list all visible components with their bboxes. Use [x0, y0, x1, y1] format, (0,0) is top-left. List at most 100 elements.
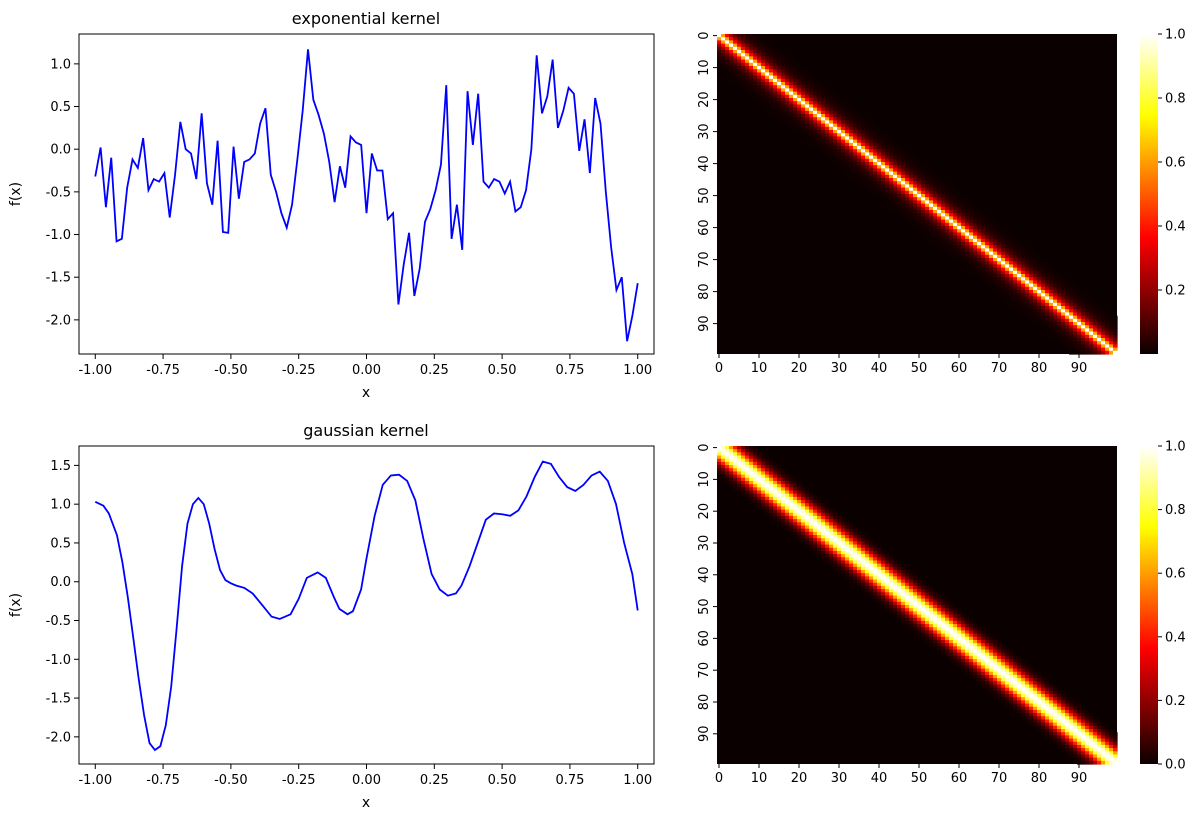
- heatmap-cell: [905, 566, 910, 571]
- heatmap-cell: [749, 484, 754, 488]
- heatmap-cell: [881, 152, 886, 157]
- heatmap-cell: [889, 563, 894, 568]
- heatmap-cell: [809, 130, 814, 134]
- heatmap-cell: [1097, 325, 1102, 329]
- heatmap-cell: [1001, 671, 1006, 676]
- heatmap-cells: [717, 446, 1118, 765]
- heatmap-cell: [845, 171, 850, 176]
- heatmap-cell: [789, 500, 794, 504]
- heatmap-cell: [801, 88, 806, 93]
- y-tick-label: 50: [697, 598, 712, 615]
- heatmap-cell: [1057, 331, 1062, 336]
- heatmap-cell: [933, 190, 938, 195]
- heatmap-cell: [1057, 318, 1062, 323]
- heatmap-cell: [889, 557, 894, 562]
- heatmap-cell: [881, 595, 886, 600]
- heatmap-cell: [781, 519, 786, 523]
- heatmap-cell: [777, 82, 782, 86]
- heatmap-cell: [957, 248, 962, 253]
- heatmap-cell: [861, 146, 866, 150]
- heatmap-cell: [857, 149, 862, 153]
- heatmap-cell: [1045, 261, 1050, 265]
- heatmap-cell: [821, 500, 826, 504]
- heatmap-cell: [1077, 309, 1082, 313]
- heatmap-cell: [797, 500, 802, 504]
- heatmap-cell: [941, 601, 946, 606]
- heatmap-cell: [769, 500, 774, 504]
- heatmap-cell: [993, 655, 998, 660]
- heatmap-cell: [809, 136, 814, 141]
- heatmap-cell: [1001, 274, 1006, 278]
- heatmap-cell: [1069, 325, 1074, 329]
- heatmap-cell: [845, 528, 850, 533]
- heatmap-cell: [869, 589, 874, 593]
- heatmap-cell: [1105, 315, 1110, 320]
- heatmap-cell: [837, 528, 842, 533]
- heatmap-cell: [1085, 716, 1090, 721]
- heatmap-cell: [805, 525, 810, 530]
- heatmap-cell: [989, 258, 994, 262]
- heatmap-cell: [973, 238, 978, 243]
- heatmap-cell: [873, 557, 878, 562]
- heatmap-cell: [845, 560, 850, 565]
- heatmap-cell: [909, 614, 914, 619]
- heatmap-cell: [1113, 325, 1118, 329]
- heatmap-cell: [797, 535, 802, 539]
- heatmap-cell: [1093, 344, 1098, 349]
- heatmap-cell: [865, 146, 870, 150]
- heatmap-cell: [997, 293, 1002, 297]
- heatmap-cell: [1021, 713, 1026, 717]
- heatmap-cell: [977, 652, 982, 657]
- heatmap-cell: [885, 165, 890, 169]
- heatmap-cell: [745, 91, 750, 96]
- heatmap-cell: [869, 155, 874, 160]
- heatmap-cell: [741, 40, 746, 45]
- heatmap-cell: [833, 538, 838, 542]
- heatmap-cell: [909, 216, 914, 221]
- heatmap-cell: [1041, 277, 1046, 281]
- heatmap-cell: [1037, 713, 1042, 717]
- heatmap-cell: [997, 690, 1002, 695]
- heatmap-cell: [865, 123, 870, 128]
- heatmap-cell: [805, 506, 810, 511]
- heatmap-cell: [825, 139, 830, 144]
- heatmap-cell: [733, 59, 738, 64]
- heatmap-cell: [745, 480, 750, 485]
- heatmap-cell: [1101, 312, 1106, 317]
- heatmap-cell: [917, 611, 922, 616]
- heatmap-cell: [1033, 713, 1038, 717]
- heatmap-cell: [909, 573, 914, 577]
- heatmap-cell: [1109, 748, 1114, 752]
- heatmap-cell: [1101, 306, 1106, 310]
- heatmap-cell: [1065, 716, 1070, 721]
- heatmap-cell: [961, 643, 966, 647]
- heatmap-cell: [757, 75, 762, 80]
- heatmap-cell: [993, 678, 998, 682]
- heatmap-cell: [725, 446, 730, 450]
- heatmap-cell: [753, 493, 758, 498]
- heatmap-cell: [897, 573, 902, 577]
- heatmap-cell: [1017, 299, 1022, 304]
- heatmap-cell: [765, 101, 770, 105]
- heatmap-cell: [1005, 264, 1010, 269]
- heatmap-cell: [929, 200, 934, 205]
- heatmap-cell: [901, 601, 906, 606]
- heatmap-cell: [1029, 674, 1034, 679]
- heatmap-cell: [813, 525, 818, 530]
- heatmap-cell: [949, 627, 954, 632]
- heatmap-cell: [857, 178, 862, 182]
- heatmap-cell: [869, 136, 874, 141]
- heatmap-cell: [1073, 754, 1078, 759]
- heatmap-cell: [917, 216, 922, 221]
- heatmap-cell: [989, 690, 994, 695]
- heatmap-cell: [793, 503, 798, 508]
- heatmap-cell: [965, 662, 970, 667]
- heatmap-cell: [877, 582, 882, 587]
- heatmap-cell: [1081, 751, 1086, 756]
- heatmap-cell: [729, 43, 734, 48]
- heatmap-cell: [1037, 306, 1042, 310]
- heatmap-cell: [1049, 318, 1054, 323]
- y-tick-label: 30: [697, 535, 712, 552]
- heatmap-cell: [901, 216, 906, 221]
- heatmap-cell: [777, 480, 782, 485]
